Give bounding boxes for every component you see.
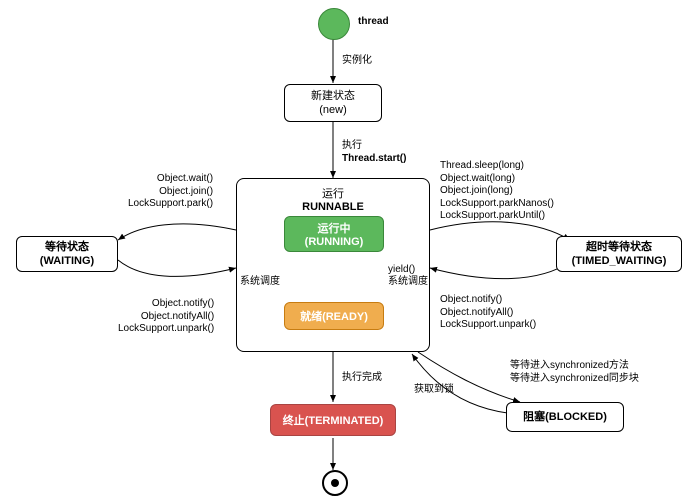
runnable-line1: 运行 [237, 185, 429, 201]
node-ready: 就绪(READY) [284, 302, 384, 330]
terminated-line: 终止(TERMINATED) [283, 412, 384, 428]
edge-label-instantiate: 实例化 [342, 55, 372, 68]
label-get-lock: 获取到锁 [414, 384, 454, 397]
label-sys-sched-left: 系统调度 [240, 276, 280, 289]
node-new-line2: (new) [319, 103, 347, 117]
from-waiting-labels: Object.notify() Object.notifyAll() LockS… [118, 298, 214, 336]
node-blocked: 阻塞(BLOCKED) [506, 402, 624, 432]
runnable-line2: RUNNABLE [237, 201, 429, 213]
node-waiting: 等待状态 (WAITING) [16, 236, 118, 272]
node-new-line1: 新建状态 [311, 89, 355, 103]
timed-line2: (TIMED_WAITING) [572, 254, 667, 268]
to-timed-labels: Thread.sleep(long) Object.wait(long) Obj… [440, 160, 554, 223]
label-sys-sched-right: 系统调度 [388, 276, 428, 289]
start-label: thread [358, 16, 389, 29]
from-timed-labels: Object.notify() Object.notifyAll() LockS… [440, 294, 536, 332]
to-waiting-labels: Object.wait() Object.join() LockSupport.… [128, 173, 213, 211]
waiting-line2: (WAITING) [40, 254, 94, 268]
label-yield: yield() [388, 264, 415, 277]
running-line2: (RUNNING) [305, 236, 364, 248]
waiting-line1: 等待状态 [45, 240, 89, 254]
timed-line1: 超时等待状态 [586, 240, 652, 254]
node-timed-waiting: 超时等待状态 (TIMED_WAITING) [556, 236, 682, 272]
start-node [318, 8, 350, 40]
to-blocked-labels: 等待进入synchronized方法 等待进入synchronized同步块 [510, 360, 639, 385]
edge-label-start1: 执行 [342, 140, 362, 153]
blocked-line: 阻塞(BLOCKED) [523, 410, 607, 424]
edge-label-start2: Thread.start() [342, 153, 406, 166]
node-new: 新建状态 (new) [284, 84, 382, 122]
running-line1: 运行中 [318, 220, 351, 236]
end-dot-icon [331, 479, 339, 487]
end-node [322, 470, 348, 496]
ready-line: 就绪(READY) [300, 308, 368, 324]
node-running: 运行中 (RUNNING) [284, 216, 384, 252]
label-exec-done: 执行完成 [342, 372, 382, 385]
node-terminated: 终止(TERMINATED) [270, 404, 396, 436]
